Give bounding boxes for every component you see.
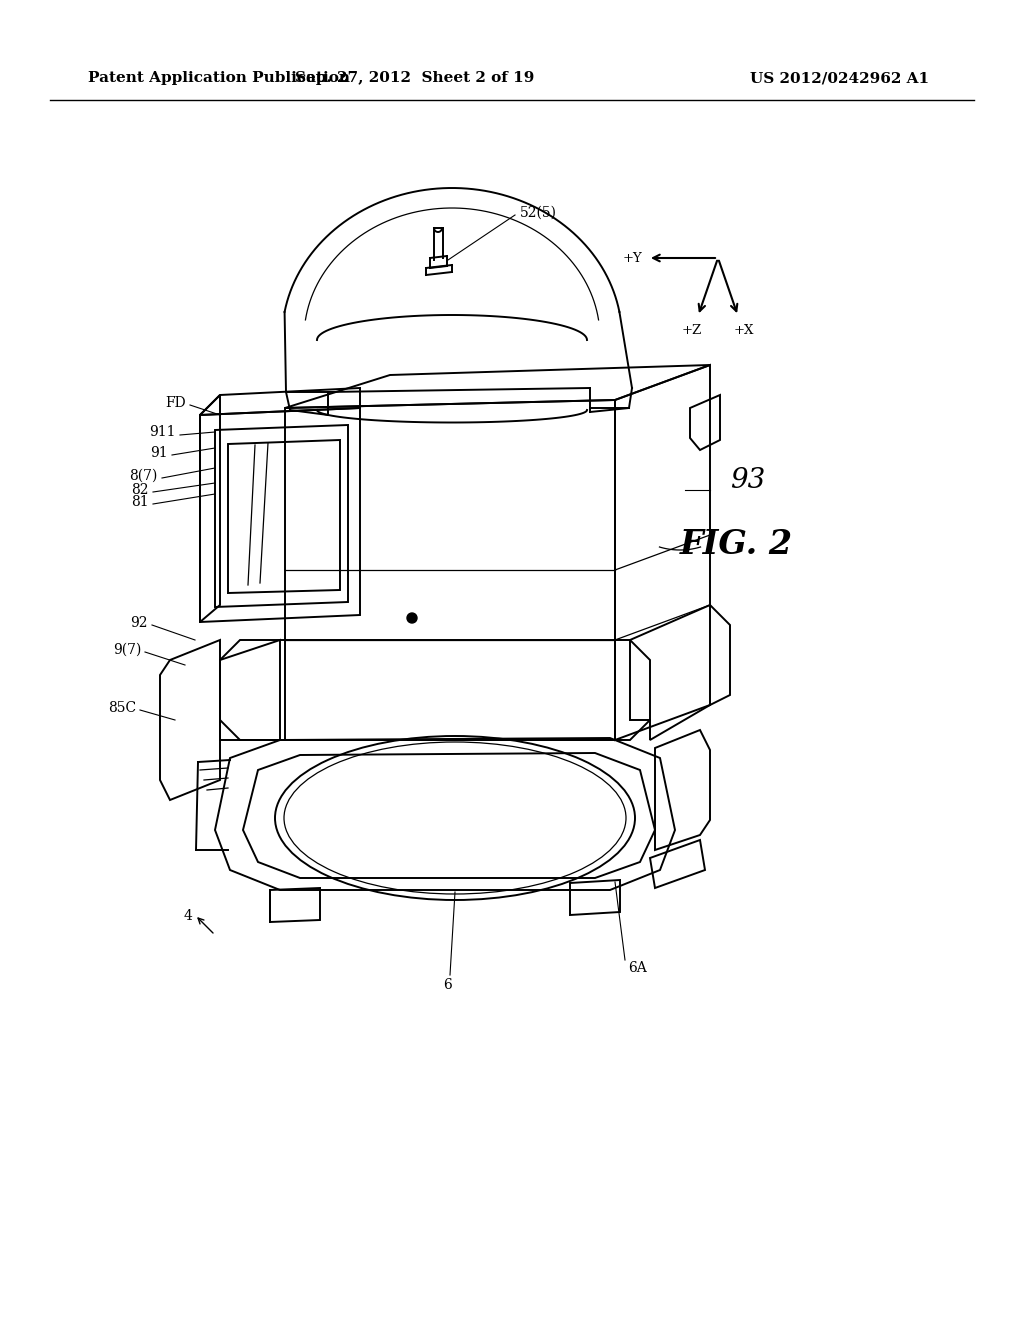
Text: 9(7): 9(7)	[113, 643, 141, 657]
Text: Patent Application Publication: Patent Application Publication	[88, 71, 350, 84]
Text: +X: +X	[734, 323, 755, 337]
Text: 8(7): 8(7)	[130, 469, 158, 483]
Text: 6: 6	[443, 978, 453, 993]
Text: 52(5): 52(5)	[520, 206, 557, 220]
Text: 91: 91	[151, 446, 168, 459]
Text: FD: FD	[165, 396, 186, 411]
Text: +Y: +Y	[623, 252, 642, 264]
Text: 6A: 6A	[628, 961, 647, 975]
Text: 92: 92	[130, 616, 148, 630]
Text: +Z: +Z	[682, 323, 702, 337]
Text: 911: 911	[150, 425, 176, 440]
Circle shape	[407, 612, 417, 623]
Text: 4: 4	[183, 909, 193, 923]
Text: 81: 81	[131, 495, 150, 510]
Text: US 2012/0242962 A1: US 2012/0242962 A1	[750, 71, 929, 84]
Text: FIG. 2: FIG. 2	[680, 528, 794, 561]
Text: Sep. 27, 2012  Sheet 2 of 19: Sep. 27, 2012 Sheet 2 of 19	[295, 71, 535, 84]
Text: 85C: 85C	[108, 701, 136, 715]
Text: 82: 82	[131, 483, 150, 498]
Text: 93: 93	[730, 466, 765, 494]
